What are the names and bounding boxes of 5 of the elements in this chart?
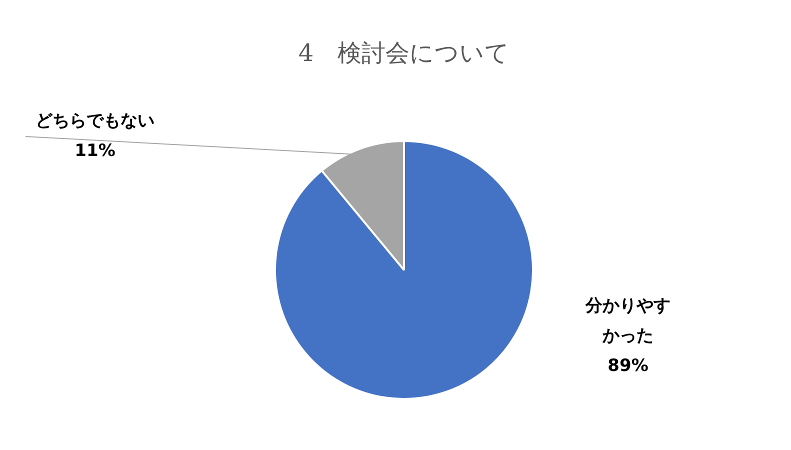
data-label: 89% <box>608 356 648 376</box>
slice-label: どちらでもない <box>36 110 154 131</box>
data-label: 11% <box>74 140 116 161</box>
slice-label: 分かりやすかった <box>584 296 670 346</box>
chart-title: 4 検討会について <box>298 39 510 68</box>
